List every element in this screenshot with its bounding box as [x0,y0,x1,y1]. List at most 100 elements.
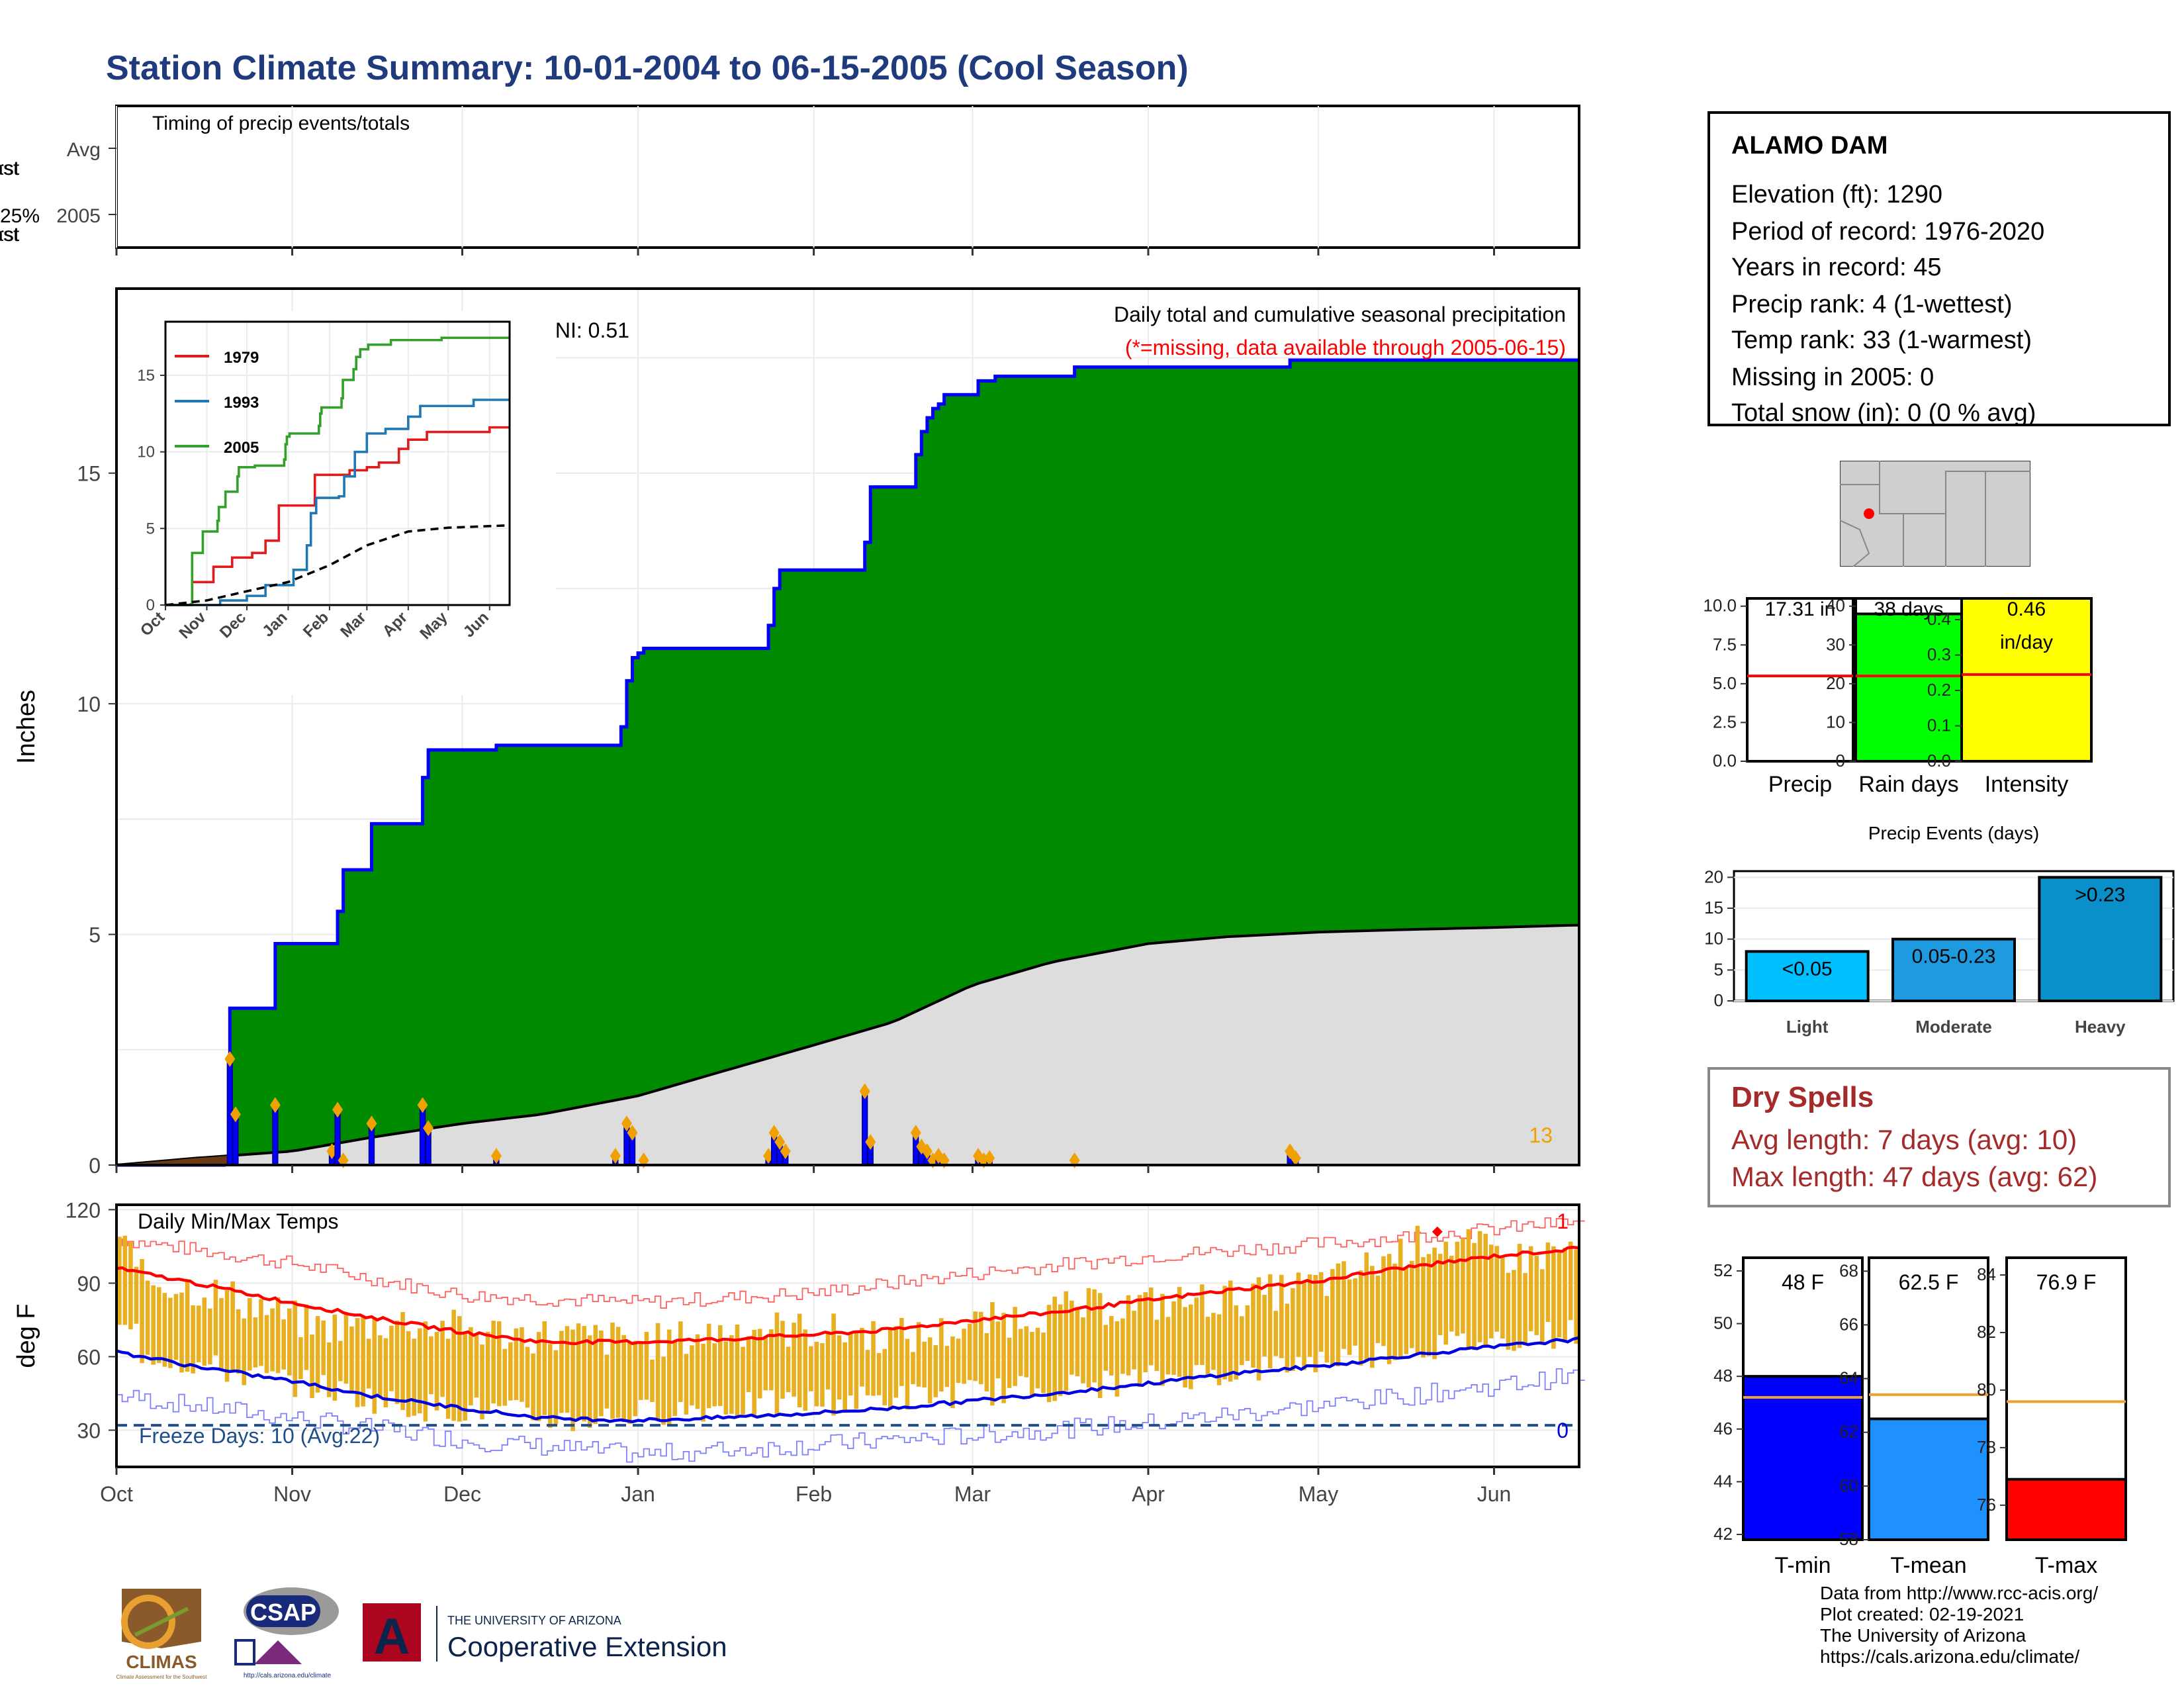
daily-temp-bar [259,1299,263,1366]
daily-temp-bar [332,1314,338,1401]
daily-precip-marker [417,1097,428,1113]
ua-logo-small: THE UNIVERSITY OF ARIZONA [447,1614,621,1627]
daily-temp-bar [1353,1278,1357,1346]
daily-temp-bar [865,1350,870,1395]
daily-temp-bar [1466,1229,1471,1350]
temp-summary-bar [2005,1477,2127,1542]
daily-temp-bar [950,1336,955,1409]
daily-temp-bar [1154,1319,1160,1372]
daily-temp-bar [922,1341,927,1387]
daily-precip-marker [921,1143,933,1160]
daily-temp-bar [763,1336,768,1391]
daily-temp-bar [185,1280,190,1372]
temp-summary-bar [1868,1417,1989,1541]
daily-temp-bar [502,1348,508,1406]
daily-temp-bar [1512,1270,1516,1351]
inset-legend-label: 1993 [224,394,259,412]
y-tick-label: 0 [89,1154,101,1178]
temp-x-tick-label: Feb [796,1482,832,1506]
page-title: Station Climate Summary: 10-01-2004 to 0… [106,48,1189,87]
daily-temp-bar [196,1305,201,1362]
daily-temp-bar [769,1329,774,1391]
cumulative-avg-line [116,923,1580,1166]
record-high-line [116,1217,1585,1309]
cumulative-avg-area [116,925,1579,1165]
summary-y-tick-label: 5.0 [1713,673,1737,693]
summary-y-tick-label: 10.0 [1703,596,1737,616]
daily-temp-bar [973,1311,978,1382]
daily-temp-bar [445,1338,451,1419]
temp-summary-y-tick-label: 60 [1839,1476,1858,1495]
daily-temp-bar [326,1342,332,1397]
events-bar-label: >0.23 [2075,884,2125,906]
climas-logo-sub: Climate Assessment for the Southwest [116,1674,208,1680]
daily-temp-bar [576,1323,581,1420]
daily-temp-bar [1030,1331,1034,1397]
inset-series-line [165,399,510,606]
daily-precip-bar [862,1090,868,1166]
daily-temp-bar [1437,1254,1443,1336]
temp-x-tick-label: Apr [1132,1482,1165,1506]
daily-temp-bar [706,1323,711,1409]
daily-temp-bar [939,1318,944,1392]
daily-temp-bar [457,1316,462,1422]
temp-y-tick-label: 120 [66,1198,101,1222]
daily-temp-bar [1228,1280,1233,1382]
daily-precip-marker [984,1150,995,1166]
events-y-tick-label: 10 [1704,929,1723,949]
summary-y-tick-label: 30 [1826,634,1845,654]
daily-temp-bar [1177,1287,1182,1377]
dry-spells-title: Dry Spells [1731,1080,1874,1113]
record-low-count: 0 [1557,1419,1569,1442]
daily-temp-bar [1205,1317,1210,1375]
y-tick-label: 5 [89,923,101,947]
daily-temp-bar [179,1292,184,1373]
temp-x-tick-label: Jan [621,1482,655,1506]
daily-temp-bar [633,1340,638,1417]
summary-category-label: Intensity [1985,772,2069,797]
events-bar [1891,937,2016,1003]
daily-temp-bar [984,1333,989,1391]
daily-temp-bar [639,1342,643,1400]
ua-cooperative-extension-logo: A THE UNIVERSITY OF ARIZONA Cooperative … [363,1603,727,1665]
summary-category-label: Precip [1768,772,1832,797]
temp-summary-y-tick-label: 62 [1839,1422,1858,1442]
daily-temp-bar [372,1317,377,1414]
daily-temp-bar [842,1342,847,1411]
dry-spells-avg: Avg length: 7 days (avg: 10) [1731,1125,2077,1156]
temp-summary-value: 48 F [1782,1270,1824,1294]
daily-temp-bar [666,1329,672,1425]
y-axis-label: Inches [13,690,40,764]
temp-y-tick-label: 90 [77,1272,101,1295]
daily-temp-bar [956,1338,961,1383]
daily-temp-bar [361,1315,365,1407]
daily-temp-bar [1342,1261,1346,1349]
daily-temp-bar [604,1354,610,1409]
daily-precip-marker [366,1115,377,1132]
daily-temp-bar [1461,1238,1465,1334]
events-category-label: Light [1786,1017,1829,1037]
daily-temp-bar [1001,1313,1006,1403]
daily-temp-bar [599,1331,604,1417]
daily-temp-bar [338,1340,343,1382]
station-line: Missing in 2005: 0 [1731,363,1934,391]
daily-temp-bar [1035,1327,1040,1389]
ua-logo-big: Cooperative Extension [447,1631,727,1662]
daily-temp-bar [1534,1255,1539,1335]
cumulative-2005-line [116,358,1579,1167]
events-bar-label: 0.05-0.23 [1912,946,1996,968]
daily-precip-marker [865,1134,876,1150]
inset-frame [164,320,511,606]
daily-temp-bar [542,1321,547,1415]
daily-temp-bar [1483,1233,1488,1346]
inset-legend-label: 1979 [224,349,259,367]
daily-temp-bar [156,1287,161,1364]
daily-temp-bar [559,1331,564,1413]
summary-y-tick-label: 2.5 [1713,712,1737,731]
daily-temp-bar [729,1335,734,1414]
events-y-tick-label: 0 [1714,990,1723,1010]
daily-temp-bar [570,1329,575,1431]
avg-max-line [116,1246,1580,1346]
daily-temp-bar [927,1337,933,1404]
daily-temp-bar [1024,1326,1029,1378]
